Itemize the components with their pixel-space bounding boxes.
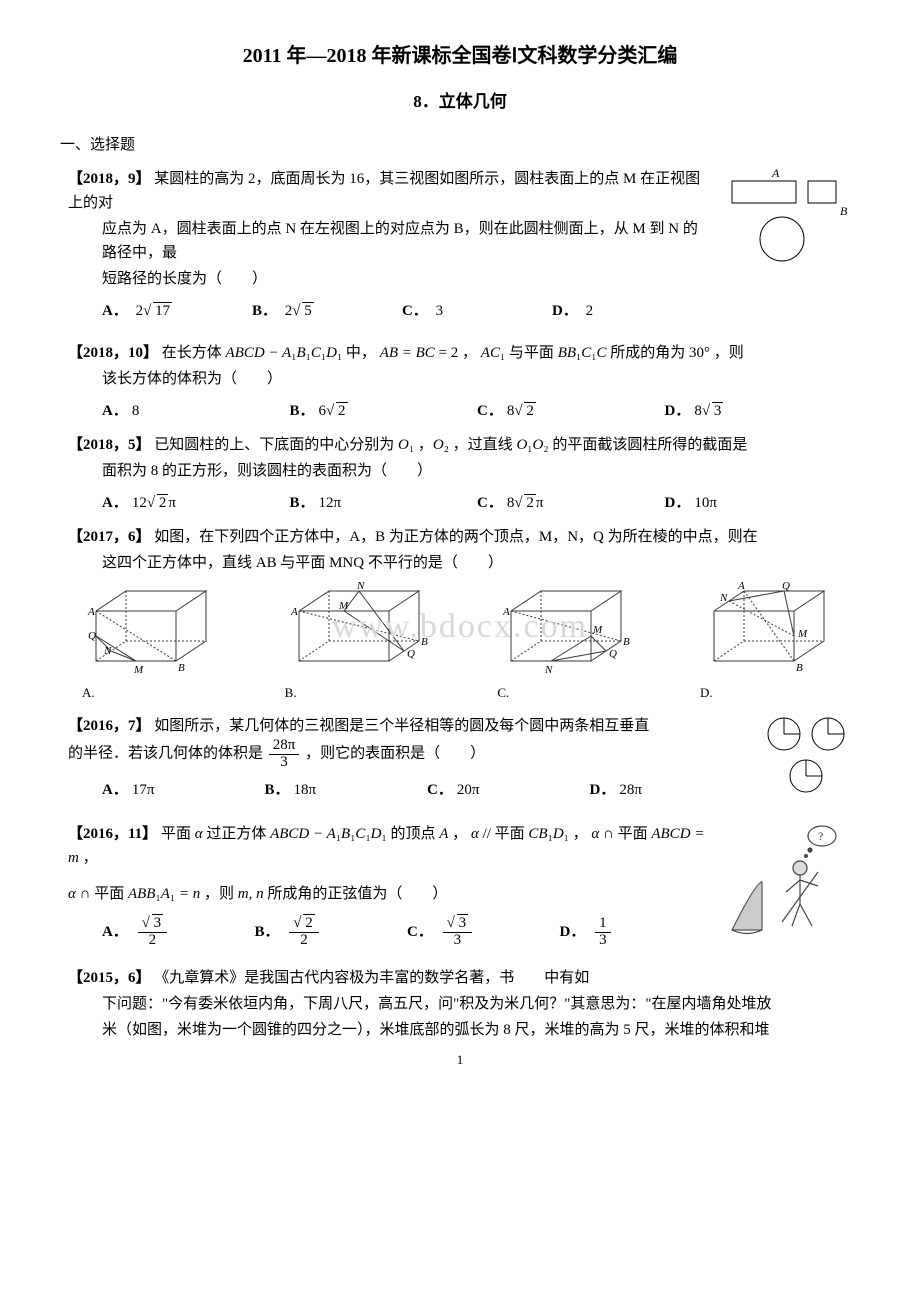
svg-text:N: N (356, 580, 365, 592)
option-label-B: B． (252, 303, 277, 319)
question-tag: 【2015，6】 (68, 970, 151, 986)
question-2018-10: 【2018，10】 在长方体 ABCD − A₁B₁C₁D₁ 中， AB = B… (60, 341, 860, 423)
svg-text:Q: Q (782, 580, 790, 592)
option-B: 25 (285, 303, 314, 319)
fig-label-A: A (771, 166, 780, 180)
three-view-figure: A B (712, 167, 852, 275)
question-text: 在长方体 ABCD − A₁B₁C₁D₁ 中， AB = BC = 2 ， AC… (162, 345, 744, 361)
worker-figure: ? (722, 822, 852, 950)
question-text: 已知圆柱的上、下底面的中心分别为 O₁ ，O₂ ，过直线 O₁O₂ 的平面截该圆… (154, 437, 747, 453)
svg-text:A: A (87, 606, 95, 618)
svg-text:M: M (338, 600, 349, 612)
option-D: 83 (694, 403, 723, 419)
cube-figure-A: A B Q N M (76, 581, 226, 681)
cube-label-D: D. (700, 683, 713, 704)
cube-label-B: B. (285, 683, 297, 704)
option-A: 32 (138, 916, 168, 949)
option-D: 13 (595, 916, 611, 949)
question-text-line2: 这四个正方体中，直线 AB 与平面 MNQ 不平行的是（ ） (102, 551, 852, 575)
question-text-line3: 短路径的长度为（ ） (102, 267, 702, 291)
question-text: 平面 α 过正方体 ABCD − A₁B₁C₁D₁ 的顶点 A ， α // 平… (68, 826, 704, 866)
svg-text:Q: Q (88, 630, 96, 642)
question-2015-6: 【2015，6】 《九章算术》是我国古代内容极为丰富的数学名著，书 中有如 下问… (60, 966, 860, 1042)
option-label-A: A． (102, 303, 128, 319)
cube-figure-C: A B M Q N (491, 581, 641, 681)
question-2016-11: 【2016，11】 平面 α 过正方体 ABCD − A₁B₁C₁D₁ 的顶点 … (60, 822, 860, 957)
svg-text:?: ? (818, 829, 823, 843)
question-text-line2: 下问题："今有委米依垣内角，下周八尺，高五尺，问"积及为米几何？"其意思为："在… (102, 992, 852, 1016)
svg-text:N: N (719, 592, 728, 604)
option-A: 17π (132, 782, 155, 798)
page-number: 1 (60, 1050, 860, 1071)
option-A: 217 (136, 303, 173, 319)
svg-text:A: A (502, 606, 510, 618)
question-text-line2: 应点为 A，圆柱表面上的点 N 在左视图上的对应点为 B，则在此圆柱侧面上，从 … (102, 217, 702, 265)
cube-figure-B: A B N M Q (279, 581, 439, 681)
option-D: 2 (586, 303, 594, 319)
question-2016-7: 【2016，7】 如图所示，某几何体的三视图是三个半径相等的圆及每个圆中两条相互… (60, 714, 860, 812)
section-heading: 一、选择题 (60, 133, 860, 157)
question-tag: 【2018，5】 (68, 437, 151, 453)
option-C: 82 (507, 403, 536, 419)
question-2017-6: 【2017，6】 如图，在下列四个正方体中，A，B 为正方体的两个顶点，M，N，… (60, 525, 860, 704)
option-label-D: D． (552, 303, 578, 319)
svg-text:B: B (178, 662, 185, 674)
svg-text:B: B (623, 636, 630, 648)
question-tag: 【2016，7】 (68, 718, 151, 734)
question-text-line2: 面积为 8 的正方形，则该圆柱的表面积为（ ） (102, 459, 852, 483)
svg-text:M: M (592, 624, 603, 636)
option-label-C: C． (402, 303, 428, 319)
question-2018-5: 【2018，5】 已知圆柱的上、下底面的中心分别为 O₁ ，O₂ ，过直线 O₁… (60, 433, 860, 515)
svg-text:N: N (103, 645, 112, 657)
three-circles-figure (762, 714, 852, 812)
option-C: 20π (457, 782, 480, 798)
option-C: 3 (436, 303, 444, 319)
svg-text:M: M (797, 628, 808, 640)
option-D: 28π (619, 782, 642, 798)
svg-text:B: B (421, 636, 428, 648)
cube-figure-D: A B N Q M (694, 581, 844, 681)
page-subtitle: 8．立体几何 (60, 88, 860, 115)
option-A: 122π (132, 495, 176, 511)
svg-text:Q: Q (609, 648, 617, 660)
option-D: 10π (694, 495, 717, 511)
question-text-line2: α ∩ 平面 ABB₁A₁ = n ，则 m, n 所成角的正弦值为（ ） (68, 882, 712, 906)
option-C: 33 (443, 916, 473, 949)
fig-label-B: B (840, 204, 848, 218)
question-text: 《九章算术》是我国古代内容极为丰富的数学名著，书 中有如 (154, 970, 589, 986)
cube-label-A: A. (82, 683, 95, 704)
question-tag: 【2018，10】 (68, 345, 158, 361)
svg-text:Q: Q (407, 648, 415, 660)
option-C: 82π (507, 495, 544, 511)
question-text: 如图所示，某几何体的三视图是三个半径相等的圆及每个圆中两条相互垂直 (154, 718, 649, 734)
svg-text:B: B (796, 662, 803, 674)
option-B: 62 (319, 403, 348, 419)
question-2018-9: 【2018，9】 某圆柱的高为 2，底面周长为 16，其三视图如图所示，圆柱表面… (60, 167, 860, 331)
question-text: 如图，在下列四个正方体中，A，B 为正方体的两个顶点，M，N，Q 为所在棱的中点… (154, 529, 757, 545)
question-tag: 【2018，9】 (68, 171, 151, 187)
page-title: 2011 年—2018 年新课标全国卷Ⅰ文科数学分类汇编 (60, 40, 860, 72)
question-text-line2: 该长方体的体积为（ ） (102, 367, 852, 391)
question-tag: 【2016，11】 (68, 826, 157, 842)
question-text: 某圆柱的高为 2，底面周长为 16，其三视图如图所示，圆柱表面上的点 M 在正视… (68, 171, 700, 211)
svg-text:M: M (133, 664, 144, 676)
question-text-line3: 米（如图，米堆为一个圆锥的四分之一），米堆底部的弧长为 8 尺，米堆的高为 5 … (102, 1018, 852, 1042)
svg-text:A: A (290, 606, 298, 618)
option-B: 12π (319, 495, 342, 511)
cube-label-C: C. (497, 683, 509, 704)
option-B: 22 (289, 916, 319, 949)
question-tag: 【2017，6】 (68, 529, 151, 545)
svg-text:N: N (544, 664, 553, 676)
option-B: 18π (294, 782, 317, 798)
svg-text:A: A (737, 580, 745, 592)
question-text-line2: 的半径．若该几何体的体积是 28π3 ，则它的表面积是（ ） (68, 738, 752, 771)
option-A: 8 (132, 403, 140, 419)
